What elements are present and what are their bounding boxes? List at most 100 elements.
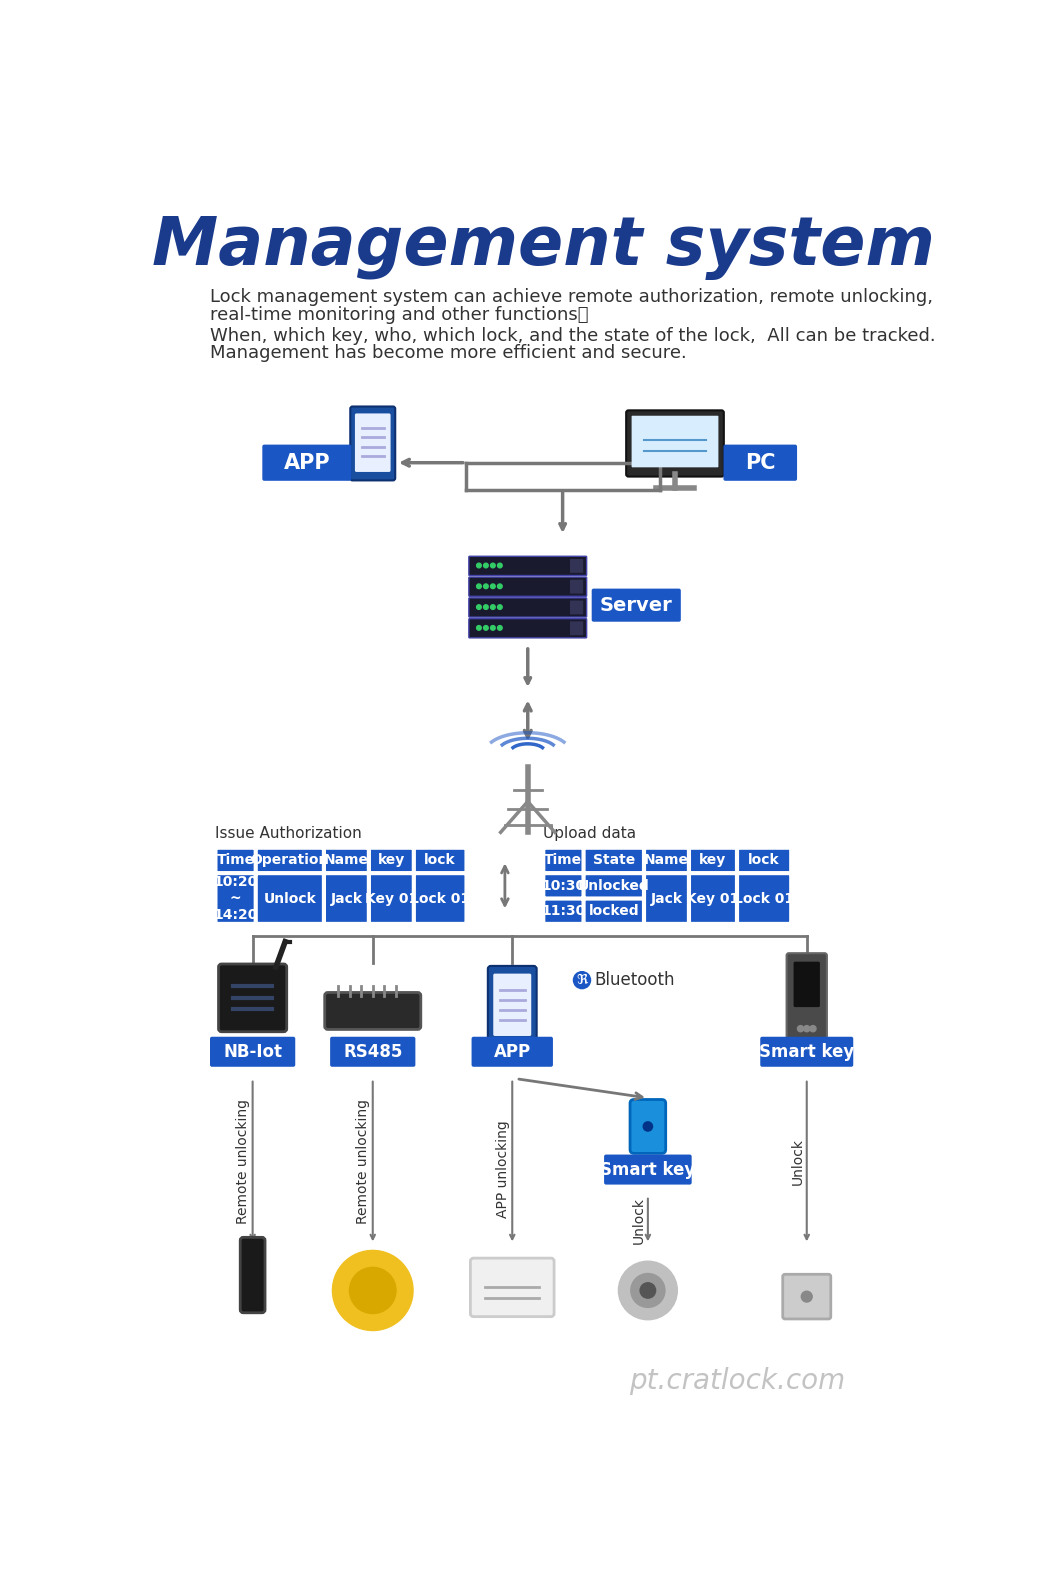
FancyBboxPatch shape: [570, 601, 583, 614]
FancyBboxPatch shape: [469, 598, 586, 617]
Circle shape: [497, 625, 502, 630]
Circle shape: [640, 1283, 656, 1299]
Circle shape: [801, 1291, 812, 1302]
FancyBboxPatch shape: [210, 1037, 296, 1067]
Circle shape: [477, 604, 481, 609]
FancyBboxPatch shape: [324, 993, 421, 1029]
Circle shape: [803, 1026, 810, 1032]
FancyBboxPatch shape: [216, 849, 255, 873]
Text: Management has become more efficient and secure.: Management has become more efficient and…: [210, 344, 687, 363]
Text: key: key: [377, 854, 405, 868]
Text: key: key: [700, 854, 726, 868]
Circle shape: [333, 1250, 413, 1330]
Circle shape: [491, 604, 495, 609]
Text: Jack: Jack: [651, 892, 683, 906]
Text: Name: Name: [324, 854, 369, 868]
FancyBboxPatch shape: [218, 964, 286, 1032]
FancyBboxPatch shape: [370, 874, 413, 923]
Text: Server: Server: [600, 595, 673, 615]
FancyBboxPatch shape: [330, 1037, 416, 1067]
Text: Key 01: Key 01: [687, 892, 740, 906]
Circle shape: [631, 1273, 665, 1308]
Text: 11:30: 11:30: [542, 904, 585, 918]
FancyBboxPatch shape: [584, 899, 643, 923]
FancyBboxPatch shape: [414, 849, 465, 873]
Circle shape: [483, 604, 489, 609]
Circle shape: [491, 584, 495, 589]
FancyBboxPatch shape: [324, 849, 368, 873]
FancyBboxPatch shape: [469, 619, 586, 638]
FancyBboxPatch shape: [544, 874, 583, 898]
FancyBboxPatch shape: [690, 849, 737, 873]
Text: Time: Time: [545, 854, 582, 868]
Text: Lock management system can achieve remote authorization, remote unlocking,: Lock management system can achieve remot…: [210, 289, 933, 306]
Text: Lock 01: Lock 01: [735, 892, 794, 906]
Circle shape: [797, 1026, 803, 1032]
Text: 10:30: 10:30: [542, 879, 585, 893]
Text: Management system: Management system: [152, 215, 935, 281]
Circle shape: [618, 1261, 677, 1319]
FancyBboxPatch shape: [471, 1258, 554, 1316]
FancyBboxPatch shape: [723, 445, 797, 481]
Text: pt.cratlock.com: pt.cratlock.com: [629, 1367, 845, 1395]
FancyBboxPatch shape: [257, 849, 323, 873]
FancyBboxPatch shape: [544, 899, 583, 923]
Text: locked: locked: [588, 904, 639, 918]
FancyBboxPatch shape: [570, 559, 583, 573]
Text: When, which key, who, which lock, and the state of the lock,  All can be tracked: When, which key, who, which lock, and th…: [210, 327, 936, 344]
FancyBboxPatch shape: [591, 589, 681, 622]
Text: NB-Iot: NB-Iot: [223, 1043, 282, 1060]
FancyBboxPatch shape: [584, 874, 643, 898]
FancyBboxPatch shape: [787, 953, 827, 1038]
Text: 10:20
~
14:20: 10:20 ~ 14:20: [213, 876, 258, 922]
Text: lock: lock: [424, 854, 456, 868]
FancyBboxPatch shape: [262, 445, 352, 481]
Text: APP: APP: [494, 1043, 531, 1060]
Text: Unlock: Unlock: [791, 1138, 805, 1185]
FancyBboxPatch shape: [626, 410, 724, 477]
FancyBboxPatch shape: [414, 874, 465, 923]
FancyBboxPatch shape: [644, 874, 688, 923]
Text: APP unlocking: APP unlocking: [496, 1120, 510, 1218]
FancyBboxPatch shape: [469, 578, 586, 596]
Circle shape: [491, 625, 495, 630]
FancyBboxPatch shape: [544, 849, 583, 873]
Text: Unlock: Unlock: [264, 892, 316, 906]
FancyBboxPatch shape: [604, 1155, 692, 1185]
FancyBboxPatch shape: [350, 407, 395, 480]
FancyBboxPatch shape: [570, 579, 583, 593]
Circle shape: [350, 1267, 396, 1313]
Text: RS485: RS485: [343, 1043, 403, 1060]
Circle shape: [483, 625, 489, 630]
FancyBboxPatch shape: [257, 874, 323, 923]
Text: Name: Name: [644, 854, 689, 868]
Circle shape: [483, 584, 489, 589]
FancyBboxPatch shape: [570, 622, 583, 636]
Text: Remote unlocking: Remote unlocking: [356, 1098, 370, 1225]
Text: Remote unlocking: Remote unlocking: [236, 1098, 250, 1225]
FancyBboxPatch shape: [241, 1237, 265, 1313]
Text: Unlocked: Unlocked: [578, 879, 650, 893]
Circle shape: [643, 1122, 653, 1131]
FancyBboxPatch shape: [370, 849, 413, 873]
Text: Smart key: Smart key: [759, 1043, 854, 1060]
FancyBboxPatch shape: [632, 415, 719, 467]
FancyBboxPatch shape: [493, 974, 531, 1037]
FancyBboxPatch shape: [738, 874, 791, 923]
FancyBboxPatch shape: [630, 1100, 666, 1154]
FancyBboxPatch shape: [488, 966, 536, 1045]
FancyBboxPatch shape: [644, 849, 688, 873]
Circle shape: [497, 584, 502, 589]
Text: ℜ: ℜ: [577, 974, 587, 988]
Circle shape: [477, 563, 481, 568]
Text: Bluetooth: Bluetooth: [595, 970, 675, 989]
Text: real-time monitoring and other functions。: real-time monitoring and other functions…: [210, 306, 588, 323]
FancyBboxPatch shape: [584, 849, 643, 873]
Text: Jack: Jack: [331, 892, 363, 906]
Text: Operation: Operation: [250, 854, 329, 868]
Text: Issue Authorization: Issue Authorization: [215, 827, 363, 841]
Text: Time: Time: [216, 854, 254, 868]
Text: Smart key: Smart key: [600, 1160, 695, 1179]
FancyBboxPatch shape: [690, 874, 737, 923]
Text: APP: APP: [284, 453, 330, 473]
